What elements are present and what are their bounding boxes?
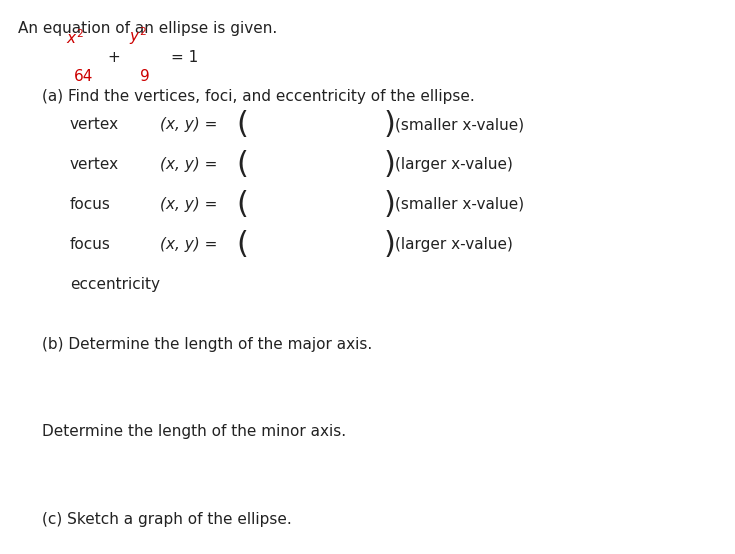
Text: (x, y) =: (x, y) =	[160, 237, 218, 252]
Text: (c) Sketch a graph of the ellipse.: (c) Sketch a graph of the ellipse.	[42, 512, 292, 527]
Text: focus: focus	[70, 237, 111, 252]
Text: 64: 64	[74, 69, 93, 84]
Text: (: (	[237, 190, 248, 219]
Text: (x, y) =: (x, y) =	[160, 157, 218, 172]
Text: (b) Determine the length of the major axis.: (b) Determine the length of the major ax…	[42, 337, 372, 352]
Text: (: (	[237, 150, 248, 179]
Text: ): )	[384, 150, 395, 179]
Text: $x^2$: $x^2$	[66, 28, 84, 47]
Text: ): )	[384, 110, 395, 139]
Text: ): )	[384, 190, 395, 219]
Text: (larger x-value): (larger x-value)	[395, 157, 513, 172]
Text: focus: focus	[70, 197, 111, 212]
Text: (: (	[237, 230, 248, 259]
Text: eccentricity: eccentricity	[70, 276, 159, 292]
Text: An equation of an ellipse is given.: An equation of an ellipse is given.	[18, 21, 278, 36]
Text: = 1: = 1	[171, 49, 198, 65]
Text: ): )	[384, 230, 395, 259]
Text: +: +	[107, 49, 121, 65]
Text: (x, y) =: (x, y) =	[160, 197, 218, 212]
Text: $y^2$: $y^2$	[129, 25, 146, 47]
Text: 9: 9	[140, 69, 150, 84]
Text: (smaller x-value): (smaller x-value)	[395, 197, 525, 212]
Text: (larger x-value): (larger x-value)	[395, 237, 513, 252]
Text: (smaller x-value): (smaller x-value)	[395, 117, 525, 132]
Text: vertex: vertex	[70, 157, 119, 172]
Text: (a) Find the vertices, foci, and eccentricity of the ellipse.: (a) Find the vertices, foci, and eccentr…	[42, 89, 475, 104]
Text: (x, y) =: (x, y) =	[160, 117, 218, 132]
Text: (: (	[237, 110, 248, 139]
Text: Determine the length of the minor axis.: Determine the length of the minor axis.	[42, 424, 346, 439]
Text: vertex: vertex	[70, 117, 119, 132]
